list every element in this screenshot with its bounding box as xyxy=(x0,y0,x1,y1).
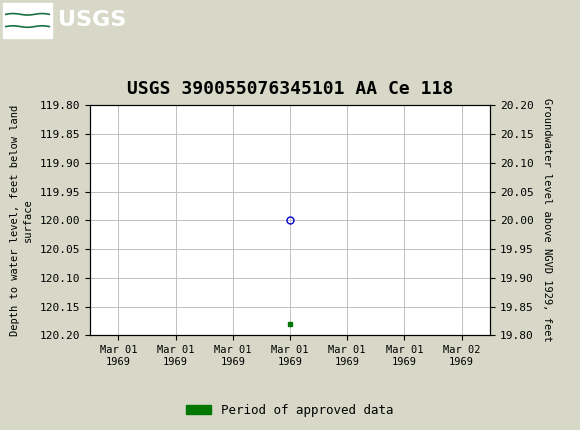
Legend: Period of approved data: Period of approved data xyxy=(181,399,399,421)
Bar xyxy=(3,3,52,37)
Y-axis label: Depth to water level, feet below land
surface: Depth to water level, feet below land su… xyxy=(9,105,32,336)
Text: USGS: USGS xyxy=(58,10,126,31)
Title: USGS 390055076345101 AA Ce 118: USGS 390055076345101 AA Ce 118 xyxy=(127,80,453,98)
Y-axis label: Groundwater level above NGVD 1929, feet: Groundwater level above NGVD 1929, feet xyxy=(542,98,552,342)
